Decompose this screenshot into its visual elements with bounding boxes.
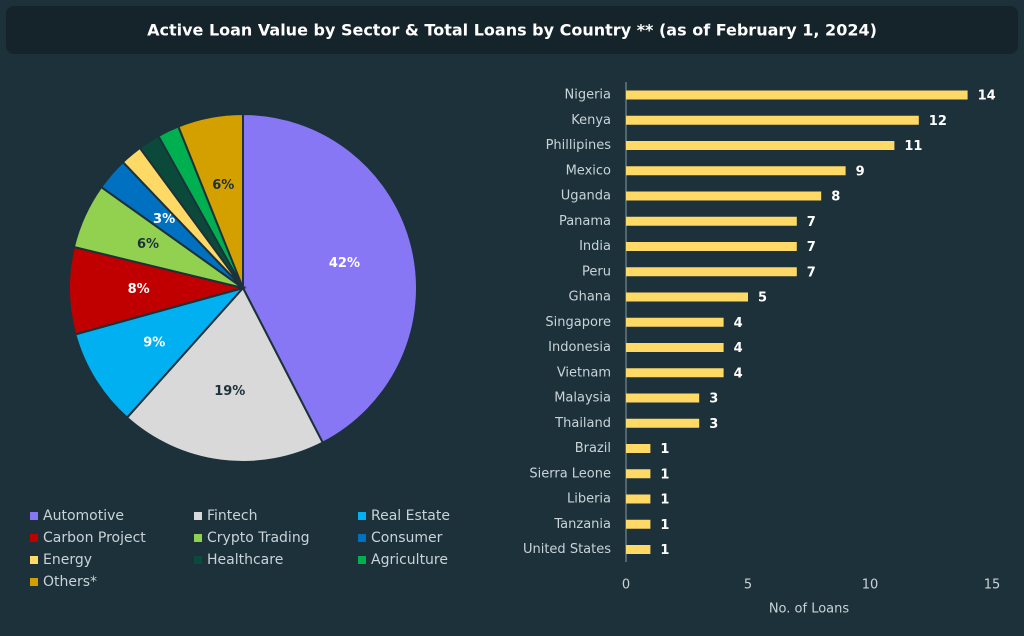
category-label: Uganda [561,189,611,204]
value-label: 4 [734,366,743,381]
category-label: Malaysia [554,391,611,406]
category-label: Indonesia [548,340,611,355]
value-label: 3 [709,417,718,432]
value-label: 12 [929,114,947,129]
slice-label: 6% [137,237,159,252]
category-label: Ghana [569,290,612,305]
pie-slice [242,112,418,445]
value-label: 4 [734,341,743,356]
legend-swatch [194,512,202,520]
pie-slice [74,286,247,420]
x-tick-label: 15 [984,578,1001,593]
value-label: 1 [660,493,669,508]
x-tick-label: 10 [862,578,879,593]
legend-swatch [358,556,366,564]
bar [626,368,724,378]
legend-label: Healthcare [207,552,283,568]
bar [626,267,797,277]
bar [626,393,700,403]
bar [626,141,895,150]
slice-label: 42% [329,256,360,271]
value-label: 1 [660,518,669,533]
category-label: Sierra Leone [529,466,611,481]
value-label: 8 [831,190,840,205]
category-label: Peru [582,264,611,279]
category-label: Thailand [554,416,611,431]
value-label: 7 [807,240,816,255]
pie-slice [125,286,325,463]
category-label: United States [523,542,611,557]
value-label: 1 [660,442,669,457]
legend-label: Consumer [371,530,443,546]
bar [626,317,724,327]
legend-label: Agriculture [371,552,448,568]
bar [626,418,700,428]
value-label: 1 [660,543,669,558]
bar [626,444,651,453]
value-label: 4 [734,316,743,331]
slice-label: 3% [153,212,175,227]
value-label: 5 [758,291,767,306]
value-label: 14 [978,89,996,104]
legend-label: Others* [43,574,97,590]
pie-slice [177,112,244,289]
legend-swatch [358,534,366,542]
value-label: 7 [807,215,816,230]
legend-label: Fintech [207,508,257,524]
legend-swatch [358,512,366,520]
slice-label: 6% [212,178,234,193]
bar [626,191,822,201]
bar [626,494,651,504]
category-label: Brazil [575,441,611,456]
bar [626,90,968,100]
bar [626,216,797,226]
category-label: Vietnam [557,365,611,380]
value-label: 11 [904,139,922,154]
legend-label: Automotive [43,508,124,524]
category-label: Singapore [545,315,611,330]
legend-swatch [30,556,38,564]
value-label: 1 [660,467,669,482]
category-label: Panama [559,214,611,229]
page-title: Active Loan Value by Sector & Total Loan… [147,21,877,40]
bar [626,292,748,302]
legend-swatch [194,534,202,542]
pie-slice [68,245,247,336]
slice-label: 19% [214,384,245,399]
legend-swatch [30,512,38,520]
bar [626,469,651,479]
category-label: Phillipines [546,138,612,153]
legend-swatch [30,534,38,542]
category-label: Mexico [566,163,611,178]
bar [626,519,651,529]
x-tick-label: 0 [622,578,630,593]
slice-label: 8% [128,282,150,297]
bar [626,166,846,176]
category-label: Liberia [567,492,611,507]
category-label: Kenya [571,113,611,128]
bar [626,115,919,125]
slice-label: 9% [143,336,165,351]
category-label: India [579,239,611,254]
bar [626,343,724,352]
category-label: Nigeria [564,88,611,103]
legend-label: Crypto Trading [207,530,310,546]
title-bar [6,6,1018,54]
bar [626,545,651,554]
legend-label: Carbon Project [43,530,146,546]
category-label: Tanzania [553,517,611,532]
x-axis-label: No. of Loans [769,602,850,617]
legend-label: Energy [43,552,92,568]
value-label: 3 [709,392,718,407]
legend-swatch [30,578,38,586]
legend-label: Real Estate [371,508,450,524]
x-tick-label: 5 [744,578,752,593]
value-label: 9 [856,164,865,179]
value-label: 7 [807,265,816,280]
bar [626,242,797,251]
legend-swatch [194,556,202,564]
